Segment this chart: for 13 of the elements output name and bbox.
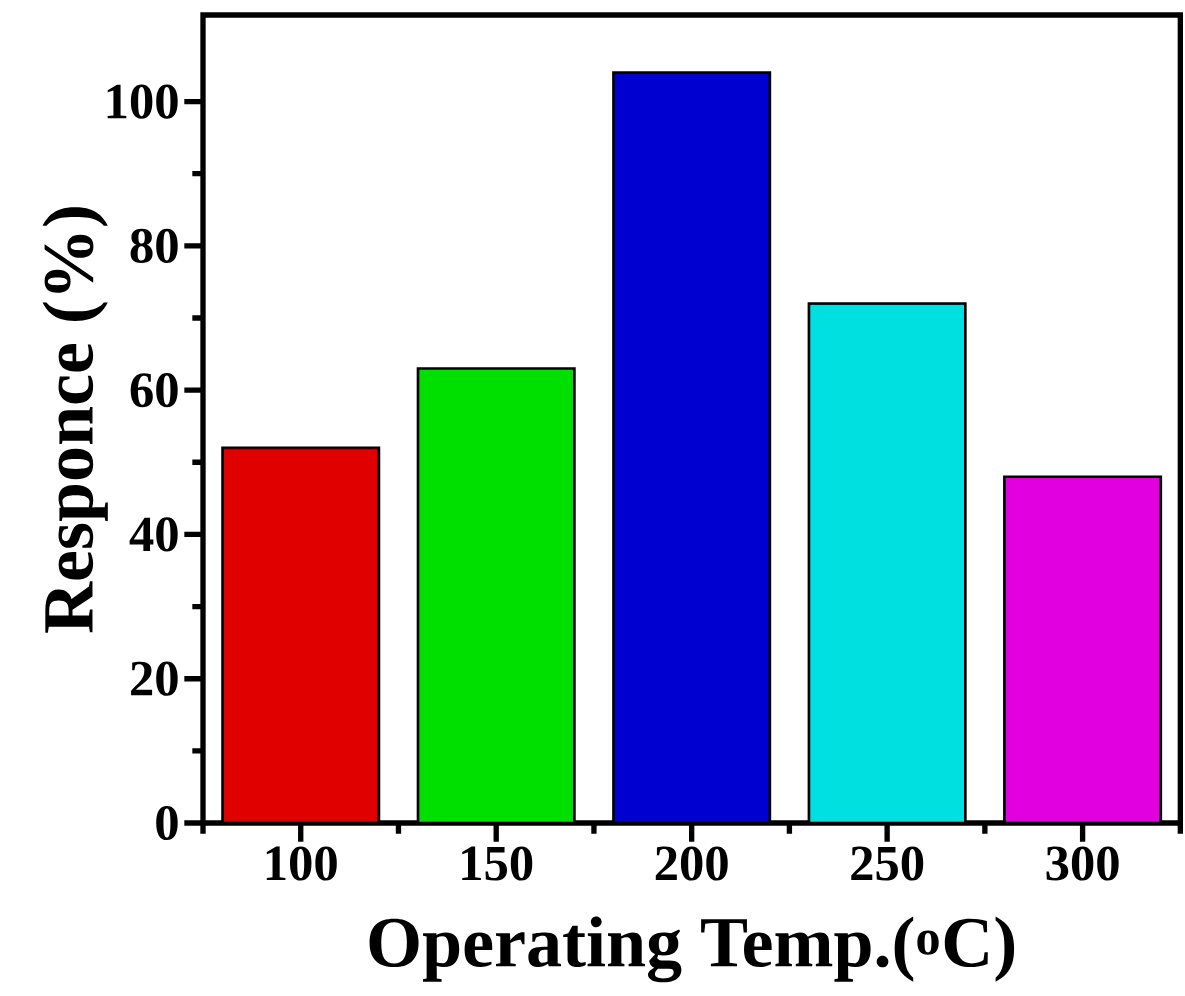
x-tick-label: 150 — [462, 846, 533, 881]
y-tick-label: 80 — [130, 228, 178, 263]
y-axis-title: Responce (%) — [42, 207, 108, 633]
y-tick-label: 0 — [156, 805, 178, 841]
x-tick-label: 300 — [1046, 846, 1119, 881]
x-tick-label: 100 — [266, 846, 337, 881]
y-tick-label: 40 — [129, 517, 178, 552]
x-axis-title: Operating Temp.($^{o}$C) — [369, 916, 1015, 983]
x-tick-label: 200 — [655, 846, 728, 881]
y-tick-label: 60 — [130, 373, 178, 408]
x-tick-label: 250 — [851, 846, 924, 881]
y-tick-label: 100 — [107, 84, 178, 119]
y-tick-label: 20 — [131, 661, 178, 696]
